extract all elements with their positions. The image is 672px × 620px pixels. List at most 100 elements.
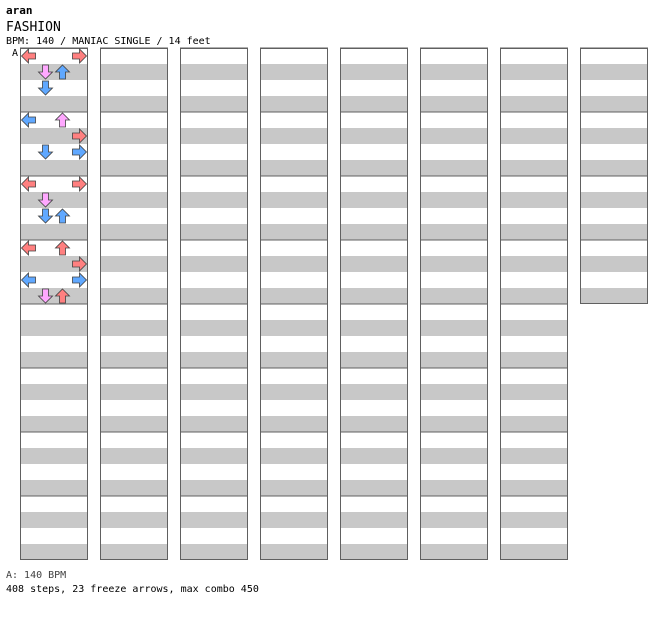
measure-column bbox=[100, 47, 168, 560]
beat-stripe bbox=[420, 160, 488, 176]
beat-stripe bbox=[340, 352, 408, 368]
beat-stripe bbox=[340, 384, 408, 400]
beat-stripe bbox=[500, 128, 568, 144]
beat-stripe bbox=[420, 320, 488, 336]
up-arrow-icon bbox=[54, 64, 71, 80]
beat-stripe bbox=[260, 512, 328, 528]
measure-column bbox=[340, 47, 408, 560]
beat-stripe bbox=[500, 544, 568, 560]
beat-stripe bbox=[500, 288, 568, 304]
down-arrow-icon bbox=[37, 192, 54, 208]
beat-stripe bbox=[180, 128, 248, 144]
beat-stripe bbox=[340, 512, 408, 528]
beat-stripe bbox=[500, 512, 568, 528]
column-border bbox=[180, 48, 248, 560]
beat-stripe bbox=[100, 64, 168, 80]
beat-stripe bbox=[580, 96, 648, 112]
beat-stripe bbox=[420, 288, 488, 304]
bpm-legend: A: 140 BPM bbox=[6, 570, 67, 581]
beat-stripe bbox=[100, 384, 168, 400]
beat-stripe bbox=[580, 256, 648, 272]
beat-stripe bbox=[340, 544, 408, 560]
right-arrow-icon bbox=[72, 272, 88, 288]
beat-stripe bbox=[260, 544, 328, 560]
artist-name: aran bbox=[6, 4, 33, 17]
beat-stripe bbox=[420, 416, 488, 432]
beat-stripe bbox=[180, 320, 248, 336]
left-arrow-icon bbox=[20, 240, 36, 256]
beat-stripe bbox=[500, 448, 568, 464]
beat-stripe bbox=[100, 96, 168, 112]
left-arrow-icon bbox=[20, 176, 36, 192]
beat-stripe bbox=[100, 416, 168, 432]
beat-stripe bbox=[20, 512, 88, 528]
column-border bbox=[20, 48, 88, 560]
beat-stripe bbox=[20, 480, 88, 496]
beat-stripe bbox=[100, 512, 168, 528]
measure-column bbox=[580, 47, 648, 304]
left-arrow-icon bbox=[20, 112, 36, 128]
down-arrow-icon bbox=[37, 288, 54, 304]
beat-stripe bbox=[180, 448, 248, 464]
beat-stripe bbox=[180, 512, 248, 528]
beat-stripe bbox=[180, 384, 248, 400]
beat-stripe bbox=[500, 160, 568, 176]
beat-stripe bbox=[20, 288, 88, 304]
beat-stripe bbox=[500, 320, 568, 336]
beat-stripe bbox=[580, 128, 648, 144]
beat-stripe bbox=[260, 192, 328, 208]
beat-stripe bbox=[260, 480, 328, 496]
beat-stripe bbox=[340, 192, 408, 208]
beat-stripe bbox=[420, 192, 488, 208]
beat-stripe bbox=[580, 160, 648, 176]
beat-stripe bbox=[20, 352, 88, 368]
beat-stripe bbox=[340, 64, 408, 80]
beat-stripe bbox=[180, 544, 248, 560]
beat-stripe bbox=[420, 384, 488, 400]
beat-stripe bbox=[340, 160, 408, 176]
beat-stripe bbox=[260, 320, 328, 336]
beat-stripe bbox=[500, 480, 568, 496]
beat-stripe bbox=[20, 320, 88, 336]
beat-stripe bbox=[20, 192, 88, 208]
beat-stripe bbox=[260, 416, 328, 432]
down-arrow-icon bbox=[37, 64, 54, 80]
up-arrow-icon bbox=[54, 112, 71, 128]
beat-stripe bbox=[100, 480, 168, 496]
beat-stripe bbox=[500, 192, 568, 208]
right-arrow-icon bbox=[72, 48, 88, 64]
left-arrow-icon bbox=[20, 272, 36, 288]
beat-stripe bbox=[100, 256, 168, 272]
beat-stripe bbox=[420, 480, 488, 496]
beat-stripe bbox=[420, 352, 488, 368]
beat-stripe bbox=[180, 192, 248, 208]
beat-stripe bbox=[580, 288, 648, 304]
beat-stripe bbox=[420, 128, 488, 144]
beat-stripe bbox=[180, 96, 248, 112]
beat-stripe bbox=[340, 480, 408, 496]
beat-stripe bbox=[180, 416, 248, 432]
beat-stripe bbox=[340, 96, 408, 112]
beat-stripe bbox=[20, 128, 88, 144]
column-border bbox=[260, 48, 328, 560]
beat-stripe bbox=[20, 64, 88, 80]
column-border bbox=[580, 48, 648, 304]
beat-stripe bbox=[420, 256, 488, 272]
beat-stripe bbox=[420, 448, 488, 464]
up-arrow-icon bbox=[54, 288, 71, 304]
beat-stripe bbox=[340, 416, 408, 432]
left-arrow-icon bbox=[20, 48, 36, 64]
beat-stripe bbox=[20, 416, 88, 432]
beat-stripe bbox=[100, 352, 168, 368]
beat-stripe bbox=[340, 224, 408, 240]
beat-stripe bbox=[260, 224, 328, 240]
measure-column bbox=[500, 47, 568, 560]
measure-column bbox=[180, 47, 248, 560]
beat-stripe bbox=[500, 352, 568, 368]
beat-stripe bbox=[340, 320, 408, 336]
beat-stripe bbox=[580, 192, 648, 208]
beat-stripe bbox=[340, 128, 408, 144]
beat-stripe bbox=[180, 224, 248, 240]
beat-stripe bbox=[20, 384, 88, 400]
